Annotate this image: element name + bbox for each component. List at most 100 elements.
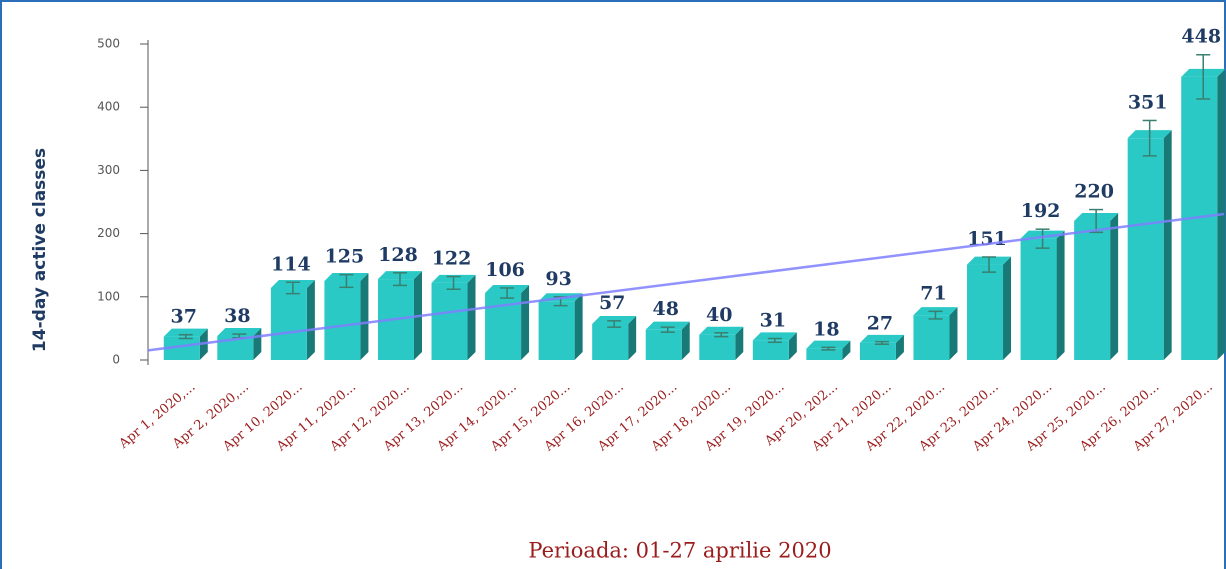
bar (752, 332, 797, 360)
data-label: 114 (271, 253, 311, 275)
y-tick-label: 200 (97, 226, 120, 240)
bar-side (735, 326, 744, 360)
error-bar (178, 333, 193, 340)
y-tick-label: 500 (97, 37, 120, 51)
error-bar (1035, 228, 1050, 249)
data-label: 220 (1074, 181, 1114, 203)
bar-front (699, 334, 736, 360)
bar (859, 334, 904, 360)
error-bar (660, 326, 675, 333)
bar-side (1110, 212, 1119, 360)
error-bar (1196, 53, 1211, 100)
bar-top (645, 321, 690, 330)
error-bar (982, 256, 997, 273)
bar-side (842, 340, 851, 360)
bar-front (859, 342, 896, 360)
bar-front (1020, 238, 1057, 360)
bar-front (324, 281, 361, 360)
data-label: 40 (706, 304, 732, 326)
error-bar (1089, 208, 1104, 234)
data-label: 71 (920, 282, 946, 304)
error-bar (392, 272, 407, 287)
data-label: 106 (485, 259, 525, 281)
bar-front (645, 329, 682, 360)
error-bar (1142, 119, 1157, 157)
x-axis-title: Perioada: 01-27 aprilie 2020 (528, 539, 831, 563)
bar-top (859, 334, 904, 343)
bar-side (306, 279, 315, 360)
trendline-path (147, 212, 1225, 352)
bar-front (592, 323, 629, 360)
bar-side (895, 334, 904, 360)
bar-top (806, 340, 851, 349)
bar-side (681, 321, 690, 360)
data-label: 448 (1181, 26, 1221, 48)
error-bar (500, 287, 515, 299)
data-label: 31 (760, 310, 786, 332)
bar-side (1163, 130, 1172, 360)
error-bar (285, 281, 300, 295)
bar-side (949, 307, 958, 360)
bar-front (431, 282, 468, 360)
y-tick-label: 100 (97, 289, 120, 303)
error-bar (767, 337, 782, 344)
bar (967, 256, 1012, 360)
data-label: 122 (432, 248, 472, 270)
y-tick-label: 400 (97, 100, 120, 114)
bar-top (752, 332, 797, 341)
bar-front (1127, 138, 1164, 360)
bar (324, 273, 369, 360)
bar (913, 307, 958, 360)
bar-front (806, 348, 843, 360)
bar-front (1074, 220, 1111, 360)
bar-front (538, 301, 575, 360)
bar-side (467, 274, 476, 360)
data-label: 37 (171, 306, 197, 328)
data-label: 38 (224, 305, 250, 327)
data-label: 57 (599, 292, 625, 314)
bar (270, 279, 315, 360)
bar (1127, 130, 1172, 360)
bar (699, 326, 744, 360)
data-label: 351 (1128, 91, 1168, 113)
bar (645, 321, 690, 360)
bar-front (163, 336, 200, 360)
y-tick-label: 0 (112, 353, 120, 367)
bar-front (752, 340, 789, 360)
data-label: 192 (1021, 200, 1061, 222)
bar-front (913, 315, 950, 360)
bar-front (967, 264, 1004, 360)
bar (1020, 230, 1065, 360)
bar-top (163, 328, 208, 337)
error-bar (714, 332, 729, 338)
data-label: 27 (867, 313, 893, 335)
error-bar (607, 320, 622, 328)
y-tick-label: 300 (97, 163, 120, 177)
data-label: 125 (325, 246, 365, 268)
bar-top (217, 327, 262, 336)
bar-side (1056, 230, 1065, 360)
error-bar (339, 273, 354, 289)
bar-side (628, 315, 637, 360)
trendline (147, 212, 1225, 352)
bar (217, 327, 262, 360)
bar (592, 315, 637, 360)
bar-top (699, 326, 744, 335)
error-bar (928, 310, 943, 320)
data-label: 93 (545, 268, 571, 290)
bar (806, 340, 851, 360)
data-label: 128 (378, 244, 418, 266)
error-bar (446, 275, 461, 290)
error-bar (821, 346, 836, 351)
bar-front (270, 287, 307, 360)
error-bar (874, 340, 889, 345)
y-axis-label: 14-day active classes (30, 148, 50, 352)
bar-top (592, 315, 637, 324)
data-label: 48 (652, 298, 678, 320)
bar-side (1003, 256, 1012, 360)
bar (1074, 212, 1119, 360)
bar-side (521, 285, 530, 360)
bar-side (360, 273, 369, 360)
bar (431, 274, 476, 360)
